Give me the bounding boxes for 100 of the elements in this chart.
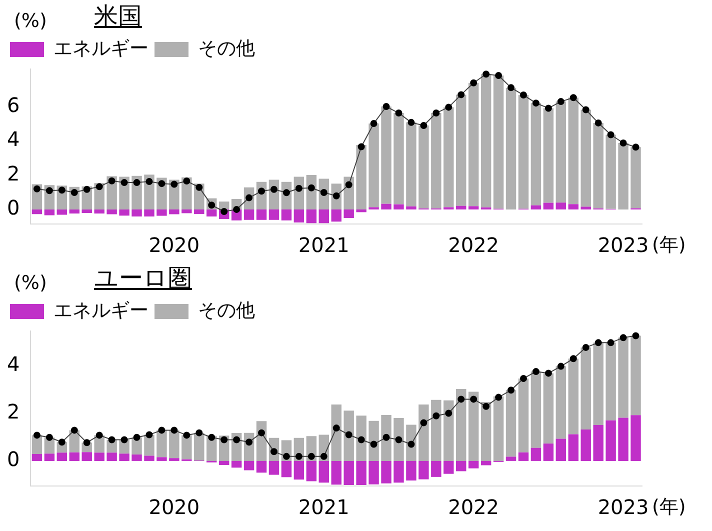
bar — [344, 410, 354, 461]
bar — [394, 113, 404, 204]
bar — [331, 209, 342, 222]
bar — [580, 429, 591, 461]
bar — [294, 460, 304, 480]
bar — [318, 460, 329, 483]
bar — [431, 460, 442, 477]
bar — [468, 82, 479, 206]
bar — [543, 108, 554, 203]
bar — [281, 209, 292, 220]
bar — [568, 434, 578, 461]
y-tick-label: 0 — [6, 196, 20, 220]
bar — [630, 415, 641, 461]
chart-title: ユーロ圏 — [94, 263, 192, 294]
bar — [480, 460, 492, 466]
bar — [381, 106, 392, 204]
bar — [444, 400, 454, 461]
bar — [556, 438, 566, 461]
x-tick-label: 2020 — [148, 233, 200, 258]
bar — [394, 418, 404, 461]
chart-title: 米国 — [94, 1, 142, 32]
bar — [119, 209, 130, 216]
bar — [480, 402, 492, 461]
bar — [493, 396, 504, 461]
x-tick-label: 2023 — [598, 495, 649, 520]
bar — [518, 95, 529, 209]
bar — [144, 456, 154, 461]
bar — [618, 142, 628, 210]
bar — [406, 460, 416, 481]
bar — [231, 460, 242, 468]
bar — [506, 390, 516, 457]
bar — [268, 209, 280, 220]
bar — [630, 147, 641, 208]
bar — [530, 372, 542, 448]
bar — [418, 126, 429, 208]
bar — [94, 452, 104, 461]
bar — [568, 204, 578, 210]
bar — [132, 209, 142, 216]
bar — [306, 209, 317, 224]
bar — [356, 416, 366, 461]
bar — [606, 342, 616, 420]
bar — [82, 209, 92, 214]
bar — [106, 452, 117, 461]
bar — [156, 430, 167, 458]
bar — [530, 205, 542, 210]
y-tick-label: 2 — [6, 161, 20, 186]
bar — [444, 107, 454, 208]
bar — [394, 204, 404, 210]
bar — [182, 209, 192, 214]
y-tick-label: 6 — [6, 92, 20, 117]
bar — [468, 206, 479, 210]
bar — [568, 98, 578, 204]
bar — [444, 460, 454, 474]
x-tick-label: 2021 — [298, 495, 350, 520]
bar — [456, 94, 466, 206]
legend-label: エネルギー — [54, 299, 148, 322]
bar — [194, 209, 204, 214]
bar — [593, 342, 604, 425]
bar — [518, 378, 529, 452]
bar — [32, 454, 42, 461]
bar — [593, 122, 604, 208]
bar — [406, 206, 416, 210]
bar — [344, 460, 354, 486]
bar — [580, 347, 591, 430]
bar — [480, 74, 492, 208]
legend-label: その他 — [198, 299, 255, 322]
bar — [468, 460, 479, 468]
bar — [530, 103, 542, 206]
bar — [418, 404, 429, 461]
bar — [543, 202, 554, 210]
bar — [44, 454, 55, 461]
bar — [256, 209, 267, 220]
bar — [32, 209, 42, 214]
bar — [356, 460, 366, 486]
bar — [182, 435, 192, 460]
x-tick-label: 2021 — [298, 233, 350, 258]
bar — [418, 460, 429, 480]
y-axis-title: (%) — [14, 272, 47, 294]
bar — [556, 366, 566, 439]
bar — [56, 452, 68, 461]
bar — [593, 424, 604, 461]
bar — [356, 145, 366, 210]
bar — [381, 204, 392, 210]
bar — [468, 392, 479, 461]
bar — [618, 338, 628, 418]
legend-label: エネルギー — [54, 37, 148, 60]
bar — [119, 454, 130, 461]
bar — [318, 209, 329, 224]
bar — [606, 134, 616, 209]
bar — [344, 209, 354, 218]
bar — [606, 420, 616, 461]
bar — [506, 456, 516, 461]
x-axis-title: (年) — [652, 233, 686, 258]
bar — [381, 414, 392, 461]
bar — [618, 418, 628, 461]
x-tick-label: 2023 — [598, 233, 649, 258]
bar — [69, 452, 80, 461]
bar — [568, 358, 578, 434]
bar — [94, 209, 104, 214]
bar — [518, 452, 529, 461]
